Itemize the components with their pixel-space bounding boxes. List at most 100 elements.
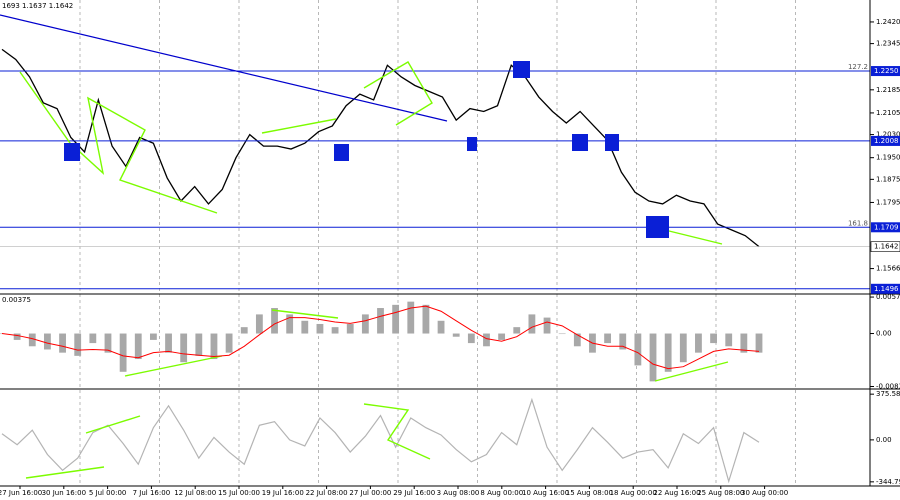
histogram-bar: [422, 304, 430, 334]
histogram-bar: [437, 320, 445, 334]
y-tick-label: 0.00: [876, 436, 892, 444]
histogram-bar: [255, 314, 263, 334]
y-tick-label: 1.1795: [876, 198, 900, 206]
histogram-bar: [634, 333, 642, 366]
y-tick-label: 1.1950: [876, 154, 900, 162]
histogram-bar: [180, 333, 188, 363]
histogram-bar: [619, 333, 627, 350]
x-tick-label: 15 Jul 00:00: [218, 489, 260, 497]
level-badge: [871, 135, 900, 146]
y-tick-label: 1.2420: [876, 18, 900, 26]
histogram-bar: [286, 314, 294, 334]
histogram-bar: [13, 333, 21, 340]
histogram-bar: [392, 304, 400, 334]
histogram-bar: [104, 333, 112, 353]
histogram-bar: [679, 333, 687, 363]
y-tick-label: 1.2345: [876, 40, 900, 48]
histogram-bar: [695, 333, 702, 353]
x-tick-label: 27 Jul 00:00: [349, 489, 391, 497]
level-label: 1.1496: [874, 285, 899, 293]
histogram-bar: [664, 333, 672, 372]
histogram-bar: [573, 333, 581, 347]
histogram-bar: [377, 308, 384, 334]
histogram-bar: [119, 333, 127, 372]
price-header: 1693 1.1637 1.1642: [2, 2, 73, 10]
histogram-bar: [331, 327, 339, 334]
histogram-bar: [271, 308, 278, 334]
histogram-bar: [649, 333, 657, 382]
x-tick-label: 18 Aug 00:00: [610, 489, 657, 497]
histogram-bar: [452, 333, 460, 337]
y-tick-label: 0.00: [876, 330, 892, 338]
histogram-bar: [543, 317, 551, 334]
level-badge: [871, 66, 900, 77]
histogram-bar: [28, 333, 36, 347]
x-tick-label: 15 Aug 08:00: [566, 489, 613, 497]
histogram-bar: [316, 323, 324, 334]
x-tick-label: 27 Jun 16:00: [0, 489, 42, 497]
x-tick-label: 19 Jul 16:00: [262, 489, 304, 497]
histogram-bar: [740, 333, 748, 353]
histogram-bar: [755, 333, 763, 353]
y-tick-label: 375.5808: [876, 390, 900, 398]
histogram-bar: [89, 333, 97, 344]
y-tick-label: 1.1566: [876, 265, 900, 273]
x-tick-label: 5 Jul 00:00: [89, 489, 127, 497]
x-tick-label: 30 Jun 16:00: [42, 489, 86, 497]
x-tick-label: 12 Jul 08:00: [174, 489, 216, 497]
histogram-bar: [710, 333, 717, 344]
histogram-bar: [528, 314, 536, 334]
level-note: 127.2: [848, 63, 868, 71]
signal-line: [1, 305, 760, 370]
histogram-bar: [44, 333, 51, 350]
level-badge: [871, 283, 900, 294]
histogram-bar: [210, 333, 218, 360]
y-tick-label: 1.1875: [876, 175, 900, 183]
macd-header: 0.00375: [2, 296, 31, 304]
current-label: 1.1642: [874, 243, 899, 251]
x-tick-label: 3 Aug 08:00: [437, 489, 480, 497]
current-badge: [870, 241, 900, 252]
histogram-bar: [346, 323, 354, 334]
histogram-bar: [407, 301, 415, 334]
markers: [64, 61, 669, 238]
x-tick-label: 8 Aug 00:00: [480, 489, 523, 497]
level-badge: [871, 222, 900, 233]
x-tick-label: 7 Jul 16:00: [133, 489, 171, 497]
histogram-bar: [467, 333, 475, 344]
histogram-bar: [74, 333, 82, 356]
histogram-bar: [134, 333, 142, 360]
drawings: [0, 14, 729, 479]
histogram-bar: [59, 333, 66, 353]
y-tick-label: 1.2030: [876, 131, 900, 139]
x-tick-label: 25 Aug 08:00: [697, 489, 744, 497]
y-tick-label: -0.00831: [876, 383, 900, 391]
histogram-bar: [149, 333, 157, 340]
level-label: 1.2250: [874, 67, 899, 75]
level-label: 1.1709: [874, 223, 899, 231]
histogram-bar: [240, 327, 248, 334]
y-tick-label: 1.2185: [876, 86, 900, 94]
histogram-bar: [498, 333, 506, 340]
level-label: 1.2008: [874, 137, 899, 145]
level-note: 161.8: [848, 219, 868, 227]
y-tick-label: 0.00572: [876, 293, 900, 301]
x-tick-label: 30 Aug 00:00: [741, 489, 788, 497]
x-tick-label: 10 Aug 16:00: [522, 489, 569, 497]
histogram-bar: [165, 333, 172, 353]
histogram-bar: [604, 333, 612, 344]
x-tick-label: 29 Jul 16:00: [393, 489, 435, 497]
histogram-bar: [361, 314, 369, 334]
histogram-bar: [301, 320, 309, 334]
histogram-bar: [725, 333, 733, 347]
x-tick-label: 22 Aug 16:00: [653, 489, 700, 497]
y-tick-label: 1.2105: [876, 109, 900, 117]
x-tick-label: 22 Jul 08:00: [306, 489, 348, 497]
histogram-bar: [225, 333, 233, 353]
histogram-bar: [195, 333, 203, 356]
y-tick-label: -344.798: [876, 478, 900, 486]
price-line: [1, 48, 760, 248]
histogram-bar: [558, 333, 566, 335]
